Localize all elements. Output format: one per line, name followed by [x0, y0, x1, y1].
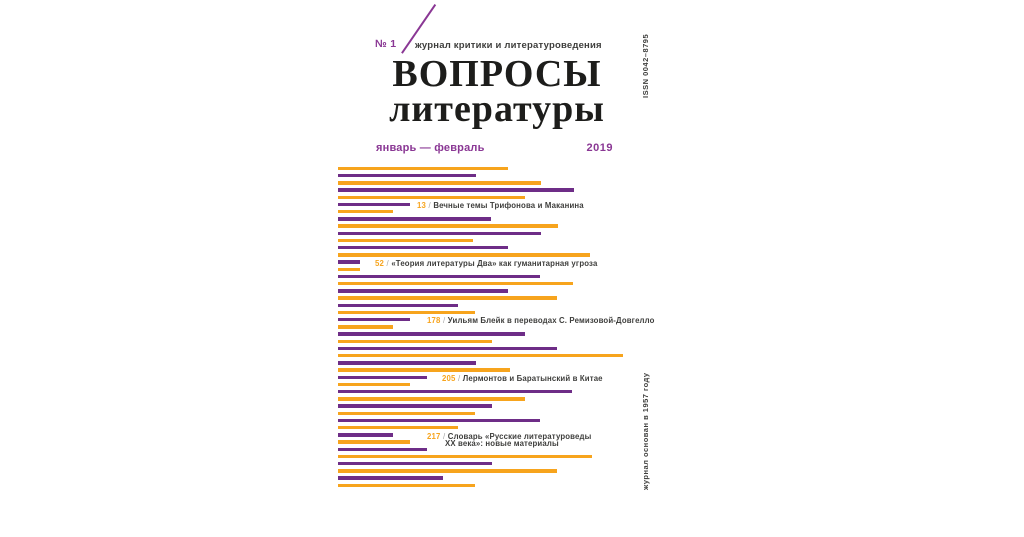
toc-decorative-bar	[338, 368, 510, 372]
toc-separator: /	[386, 258, 389, 268]
founded-year-vertical-label: журнал основан в 1957 году	[641, 372, 650, 490]
toc-decorative-bar	[338, 433, 393, 437]
toc-decorative-bar	[338, 310, 475, 315]
magazine-tagline: журнал критики и литературоведения	[415, 40, 602, 51]
toc-decorative-bar	[338, 469, 557, 473]
toc-entry: 13/Вечные темы Трифонова и Маканина	[417, 202, 584, 210]
toc-decorative-bar	[338, 483, 475, 487]
toc-separator: /	[457, 374, 461, 383]
toc-entry: 217/Словарь «Русские литературоведы	[427, 431, 592, 441]
toc-decorative-bar	[338, 404, 492, 408]
toc-decorative-bar	[338, 303, 458, 307]
toc-decorative-bar	[338, 411, 475, 415]
toc-decorative-bar	[338, 440, 410, 444]
toc-separator: /	[428, 201, 431, 211]
toc-decorative-bar	[338, 166, 508, 171]
toc-decorative-bar	[338, 353, 623, 358]
toc-entry: 52/«Теория литературы Два» как гуманитар…	[375, 258, 598, 268]
toc-decorative-bar	[338, 217, 491, 221]
toc-decorative-bar	[338, 418, 540, 423]
magazine-title-line2: литературы	[389, 88, 605, 130]
toc-decorative-bar	[338, 267, 360, 271]
issue-number: № 1	[375, 38, 397, 50]
issue-year: 2019	[586, 142, 613, 154]
issue-date-range: январь — февраль	[376, 142, 485, 154]
toc-page-number: 13	[417, 201, 426, 211]
toc-entry: 205/Лермонтов и Баратынский в Китае	[442, 375, 603, 383]
toc-decorative-bar	[338, 447, 427, 451]
toc-title: Вечные темы Трифонова и Маканина	[433, 201, 584, 211]
toc-decorative-bar	[338, 231, 541, 235]
toc-decorative-bar	[338, 296, 557, 300]
toc-decorative-bar	[338, 389, 572, 394]
toc-decorative-bar	[338, 425, 458, 430]
toc-decorative-bar	[338, 281, 573, 286]
toc-decorative-bar	[338, 238, 473, 243]
toc-decorative-bar	[338, 346, 557, 351]
toc-separator: /	[442, 316, 446, 326]
toc-decorative-bar	[338, 260, 360, 264]
magazine-title-line1: ВОПРОСЫ	[392, 53, 602, 95]
toc-decorative-bar	[338, 382, 410, 387]
toc-entry: 178/Уильям Блейк в переводах С. Ремизово…	[427, 317, 655, 325]
toc-decorative-bar	[338, 195, 525, 199]
toc-decorative-bar	[338, 181, 541, 185]
toc-decorative-bar	[338, 332, 525, 336]
toc-title: Уильям Блейк в переводах С. Ремизовой-До…	[447, 316, 655, 326]
toc-page-number: 52	[375, 258, 384, 268]
toc-title: «Теория литературы Два» как гуманитарная…	[391, 258, 598, 268]
toc-decorative-bar	[338, 274, 540, 279]
toc-decorative-bar	[338, 253, 590, 257]
toc-decorative-bar	[338, 224, 558, 228]
toc-decorative-bar	[338, 397, 525, 401]
toc-title: Лермонтов и Баратынский в Китае	[462, 374, 603, 383]
toc-decorative-bar	[338, 339, 492, 343]
toc-decorative-bar	[338, 209, 393, 214]
toc-separator: /	[442, 431, 446, 441]
toc-title: Словарь «Русские литературоведы	[447, 431, 592, 441]
toc-decorative-bar	[338, 375, 427, 379]
toc-decorative-bar	[338, 173, 476, 178]
toc-entry-line2: ХХ века»: новые материалы	[445, 438, 559, 448]
toc-decorative-bar	[338, 317, 410, 322]
toc-decorative-bar	[338, 245, 508, 250]
toc-decorative-bar	[338, 476, 443, 480]
toc-decorative-bar	[338, 289, 508, 293]
toc-page-number: 217	[427, 431, 441, 441]
toc-decorative-bar	[338, 202, 410, 207]
toc-decorative-bar	[338, 461, 492, 466]
toc-decorative-bar	[338, 454, 592, 459]
toc-page-number: 178	[427, 316, 441, 326]
toc-decorative-bar	[338, 188, 574, 192]
toc-decorative-bar	[338, 325, 393, 329]
toc-decorative-bar	[338, 361, 476, 365]
issn-vertical-label: ISSN 0042–8795	[641, 33, 650, 98]
toc-page-number: 205	[442, 374, 456, 383]
